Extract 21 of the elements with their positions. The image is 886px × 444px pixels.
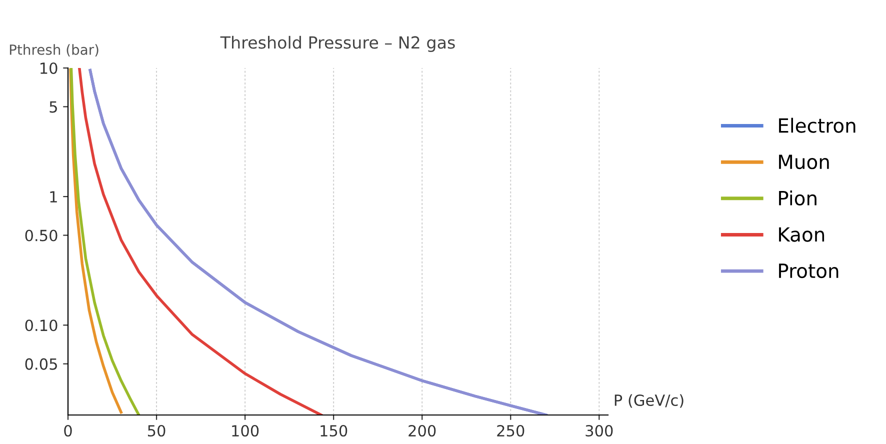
y-axis-title: Pthresh (bar) <box>10 44 98 57</box>
y-tick-label: 0.05 <box>25 358 57 370</box>
y-tick-label: 0.10 <box>25 320 58 332</box>
chart-title: Threshold Pressure – N2 gas <box>220 36 455 52</box>
x-tick-label: 200 <box>408 424 436 437</box>
legend-label: Pion <box>779 190 816 206</box>
legend-label: Proton <box>779 264 838 278</box>
x-tick-label: 300 <box>586 424 613 437</box>
x-tick-label: 150 <box>320 424 348 437</box>
x-tick-label: 250 <box>497 424 524 437</box>
legend-label: Muon <box>779 154 829 170</box>
x-tick-label: 100 <box>232 424 259 437</box>
y-tick-label: 5 <box>50 101 57 113</box>
y-tick-label: 1 <box>50 191 57 202</box>
x-axis-title: P (GeV/c) <box>614 394 684 408</box>
x-tick-label: 0 <box>64 424 72 437</box>
x-tick-label: 50 <box>148 424 166 437</box>
y-tick-label: 0.50 <box>25 230 58 242</box>
legend-label: Kaon <box>779 227 824 242</box>
y-tick-label: 10 <box>40 62 58 74</box>
legend-label: Electron <box>779 118 856 133</box>
